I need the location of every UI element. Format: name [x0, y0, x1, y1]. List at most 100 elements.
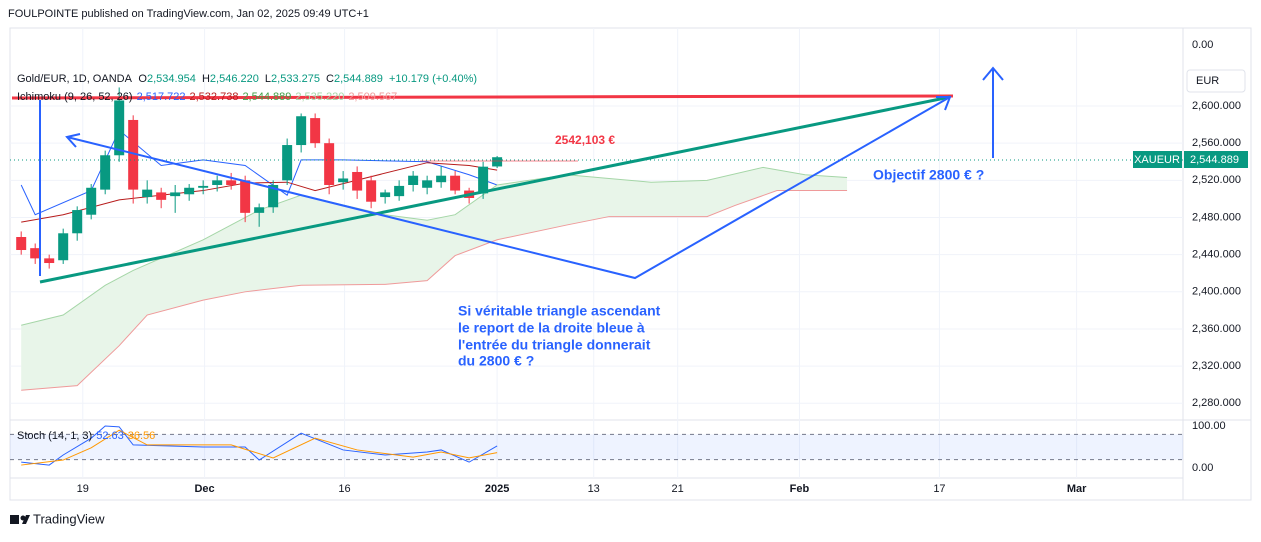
candle-body: [450, 175, 461, 191]
candle-body: [58, 233, 69, 261]
y-tick-label: 0.00: [1192, 462, 1213, 474]
indicator-value: 2,517.722: [137, 91, 186, 103]
arrow-head: [936, 96, 952, 111]
candle-body: [86, 187, 97, 215]
indicator-value: 36.56: [128, 430, 156, 442]
candle-body: [282, 145, 293, 181]
candle-body: [142, 189, 153, 198]
x-tick-label: 16: [338, 483, 350, 495]
field: O: [138, 73, 147, 85]
y-tick-label: 2,560.000: [1192, 137, 1241, 149]
candle-body: [324, 143, 335, 185]
candle-body: [366, 180, 377, 202]
field-value: 2,534.954: [147, 73, 196, 85]
y-tick-label: 2,440.000: [1192, 249, 1241, 261]
arrow-head: [65, 133, 81, 148]
candle-body: [478, 166, 489, 194]
annotation: Objectif 2800 € ?: [873, 167, 984, 183]
y-tick-label: 2,520.000: [1192, 174, 1241, 186]
indicator-name: Ichimoku (9, 26, 52, 26): [17, 91, 133, 103]
y-tick-label: 2,480.000: [1192, 211, 1241, 223]
field: H: [202, 73, 210, 85]
candle-body: [394, 185, 405, 197]
cloud: [21, 167, 848, 391]
x-tick-label: 17: [933, 483, 945, 495]
candle-body: [72, 210, 83, 234]
logo: [10, 515, 30, 524]
field: L: [265, 73, 271, 85]
ichimoku-legend: Ichimoku (9, 26, 52, 26) 2,517.722 2,532.7…: [17, 91, 397, 103]
y-tick-label: 2,600.000: [1192, 100, 1241, 112]
publisher: FOULPOINTE published on TradingView.com,…: [8, 8, 369, 20]
candle-body: [128, 119, 139, 190]
candle-body: [254, 207, 265, 213]
field: C: [326, 73, 334, 85]
line: [21, 190, 848, 391]
candle-body: [198, 185, 209, 188]
trend-line: [66, 96, 951, 280]
candle-body: [240, 180, 251, 213]
indicator-value: 2,535.220: [295, 91, 344, 103]
line: [21, 429, 498, 466]
y-tick-label: 2,320.000: [1192, 360, 1241, 372]
indicator-value: 2,509.567: [348, 91, 397, 103]
trend-line: [39, 95, 951, 284]
x-tick-label: 19: [77, 483, 89, 495]
x-tick-label: 2025: [485, 483, 509, 495]
candle-body: [226, 180, 237, 185]
candle-body: [436, 175, 447, 183]
arrow-head: [982, 66, 1004, 81]
candle-body: [16, 237, 27, 251]
candle-body: [338, 178, 349, 183]
x-tick-label: 21: [672, 483, 684, 495]
y-tick-label: 2,280.000: [1192, 397, 1241, 409]
candle-body: [156, 192, 167, 200]
candle-body: [100, 155, 111, 190]
annotation: Si véritable triangle ascendant: [458, 303, 661, 319]
marks: [10, 28, 1183, 478]
annotation: du 2800 € ?: [458, 353, 534, 369]
candle-body: [310, 118, 321, 144]
annotation: 2542,103 €: [555, 133, 615, 147]
candle-body: [114, 100, 125, 156]
symbol: Gold/EUR, 1D, OANDA: [17, 73, 133, 85]
annotation: l'entrée du triangle donnerait: [458, 337, 651, 353]
candle-body: [380, 192, 391, 198]
ticker-tag: [1133, 151, 1182, 168]
candle-body: [212, 180, 223, 185]
band-fill: [10, 434, 1183, 460]
candle-body: [184, 187, 195, 195]
candle-body: [170, 192, 181, 197]
line: [21, 425, 498, 466]
field-value: 2,533.275: [271, 73, 320, 85]
field-value: 2,546.220: [210, 73, 259, 85]
price-label: 2,544.889: [1190, 154, 1239, 166]
indicator-value: 2,532.738: [190, 91, 239, 103]
x-tick-label: 13: [588, 483, 600, 495]
brand: TradingView: [33, 511, 105, 526]
price-tag: [1184, 151, 1248, 168]
annotation: le report de la droite bleue à: [458, 320, 645, 336]
candle-body: [44, 258, 55, 264]
indicator-value: 2,544.889: [242, 91, 291, 103]
candle-body: [422, 180, 433, 188]
y-tick-label: 100.00: [1192, 420, 1226, 432]
stoch-legend: Stoch (14, 1, 3) 52.63 36.56: [17, 430, 155, 442]
candle-body: [268, 184, 279, 208]
indicator-value: 52.63: [96, 430, 124, 442]
x-tick-label: Dec: [194, 483, 214, 495]
y-tick-label: 2,400.000: [1192, 286, 1241, 298]
indicator-name: Stoch (14, 1, 3): [17, 430, 92, 442]
candle-body: [296, 116, 307, 146]
line: [21, 166, 848, 326]
y-tick-label: 2,360.000: [1192, 323, 1241, 335]
ticker: XAUEUR: [1134, 154, 1180, 166]
currency-box: [1186, 69, 1246, 93]
legend: Gold/EUR, 1D, OANDA O2,534.954 H2,546.22…: [17, 73, 477, 85]
trend-line: [11, 94, 954, 100]
field-value: 2,544.889: [334, 73, 383, 85]
candle-body: [492, 157, 503, 167]
currency: EUR: [1196, 75, 1219, 87]
candle-body: [352, 171, 363, 191]
